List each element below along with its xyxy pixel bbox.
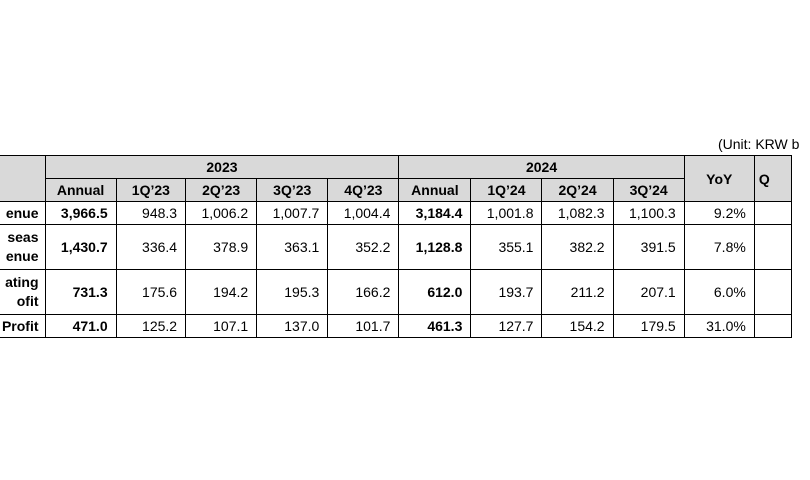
- row-label-header: [0, 155, 46, 202]
- period-header: 4Q’23: [327, 178, 400, 202]
- cell-extra: [753, 269, 793, 315]
- financial-table: 2023 2024 YoY Q Annual 1Q’23 2Q’23 3Q’23…: [0, 155, 793, 338]
- cell-yoy: 9.2%: [683, 201, 755, 225]
- cell: 1,004.4: [327, 201, 400, 225]
- yoy-header: YoY: [683, 155, 755, 202]
- cell: 1,100.3: [612, 201, 685, 225]
- cell-annual-2023: 731.3: [44, 269, 117, 315]
- cell-annual-2024: 612.0: [398, 269, 472, 315]
- cell: 1,007.7: [256, 201, 329, 225]
- cell: 1,006.2: [185, 201, 258, 225]
- cell: 101.7: [327, 314, 400, 338]
- cell-yoy: 31.0%: [683, 314, 755, 338]
- unit-note: (Unit: KRW b: [718, 136, 800, 152]
- cell: 1,001.8: [470, 201, 543, 225]
- table-row: seas enue 1,430.7 336.4 378.9 363.1 352.…: [0, 224, 793, 270]
- cell: 211.2: [541, 269, 614, 315]
- period-header: 3Q’24: [612, 178, 685, 202]
- cell: 363.1: [256, 224, 329, 270]
- cell: 948.3: [115, 201, 187, 225]
- cell: 137.0: [256, 314, 329, 338]
- period-header: 2Q’24: [541, 178, 614, 202]
- cell: 1,082.3: [541, 201, 614, 225]
- extra-header: Q: [753, 155, 793, 202]
- cell-annual-2023: 1,430.7: [44, 224, 117, 270]
- year-2023-header: 2023: [44, 155, 400, 179]
- cell-extra: [753, 224, 793, 270]
- cell-annual-2024: 3,184.4: [398, 201, 472, 225]
- cell: 352.2: [327, 224, 400, 270]
- cell: 382.2: [541, 224, 614, 270]
- cell: 179.5: [612, 314, 685, 338]
- header-row-years: 2023 2024 YoY Q: [0, 155, 793, 202]
- cell: 154.2: [541, 314, 614, 338]
- cell-extra: [753, 314, 793, 338]
- cell: 391.5: [612, 224, 685, 270]
- period-header: Annual: [398, 178, 472, 202]
- row-label: enue: [0, 201, 46, 225]
- cell: 166.2: [327, 269, 400, 315]
- row-label: Profit: [0, 314, 46, 338]
- table-row: Profit 471.0 125.2 107.1 137.0 101.7 461…: [0, 314, 793, 338]
- year-2024-header: 2024: [398, 155, 685, 179]
- cell-annual-2024: 1,128.8: [398, 224, 472, 270]
- header-row-periods: Annual 1Q’23 2Q’23 3Q’23 4Q’23 Annual 1Q…: [0, 178, 792, 202]
- row-label: seas enue: [0, 224, 46, 270]
- table-row: ating ofit 731.3 175.6 194.2 195.3 166.2…: [0, 269, 793, 315]
- cell: 193.7: [470, 269, 543, 315]
- cell: 378.9: [185, 224, 258, 270]
- period-header: 1Q’24: [470, 178, 543, 202]
- period-header: Annual: [44, 178, 117, 202]
- period-header: 1Q’23: [115, 178, 187, 202]
- cell-yoy: 7.8%: [683, 224, 755, 270]
- cell-annual-2023: 3,966.5: [44, 201, 117, 225]
- cell: 336.4: [115, 224, 187, 270]
- cell: 194.2: [185, 269, 258, 315]
- cell: 175.6: [115, 269, 187, 315]
- cell: 107.1: [185, 314, 258, 338]
- table-row: enue 3,966.5 948.3 1,006.2 1,007.7 1,004…: [0, 201, 793, 225]
- cell: 125.2: [115, 314, 187, 338]
- cell: 127.7: [470, 314, 543, 338]
- cell-annual-2024: 461.3: [398, 314, 472, 338]
- row-label: ating ofit: [0, 269, 46, 315]
- cell: 195.3: [256, 269, 329, 315]
- period-header: 3Q’23: [256, 178, 329, 202]
- cell-extra: [753, 201, 793, 225]
- cell: 207.1: [612, 269, 685, 315]
- cell-yoy: 6.0%: [683, 269, 755, 315]
- period-header: 2Q’23: [185, 178, 258, 202]
- cell: 355.1: [470, 224, 543, 270]
- cell-annual-2023: 471.0: [44, 314, 117, 338]
